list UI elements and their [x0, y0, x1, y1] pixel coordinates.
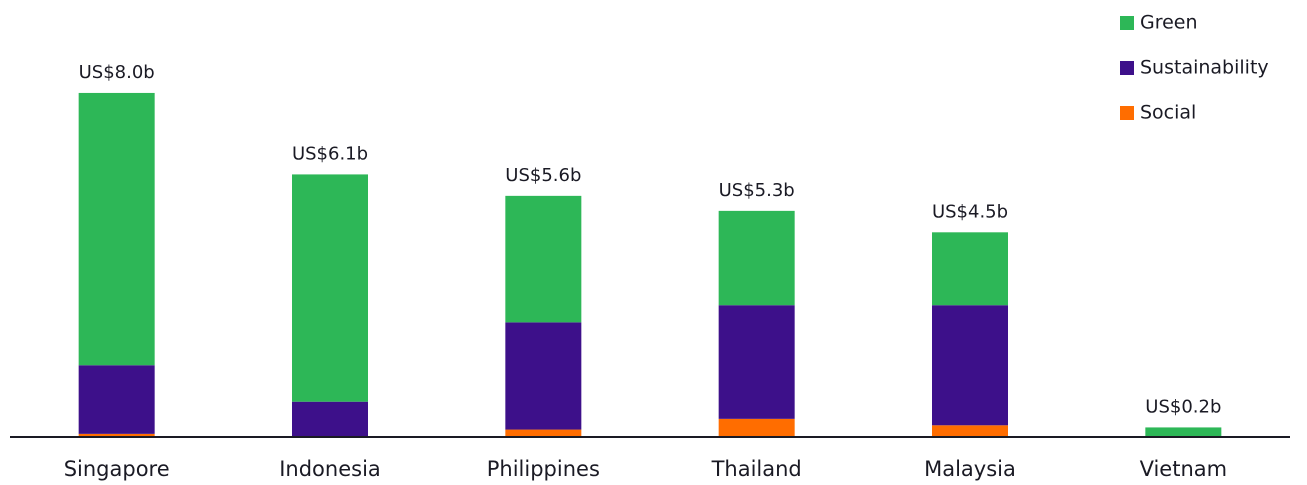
legend-label: Green — [1140, 12, 1198, 34]
bar-segment — [718, 418, 795, 436]
bar-segment — [718, 210, 795, 306]
legend-swatch — [1120, 106, 1134, 120]
legend-swatch — [1120, 16, 1134, 30]
x-tick-label: Philippines — [487, 457, 600, 481]
bar-segment — [78, 433, 155, 436]
bar-segment — [505, 429, 582, 436]
x-tick-label: Thailand — [711, 457, 802, 481]
total-label: US$5.6b — [505, 165, 581, 186]
bar-segment — [292, 174, 368, 402]
x-tick-label: Indonesia — [279, 457, 381, 481]
total-label: US$0.2b — [1145, 396, 1221, 417]
legend-swatch — [1120, 61, 1134, 75]
bar-segment — [78, 365, 155, 434]
x-tick-label: Singapore — [64, 457, 170, 481]
legend-label: Sustainability — [1140, 57, 1269, 79]
total-label: US$4.5b — [932, 201, 1008, 222]
bar-segment — [292, 401, 368, 436]
legend-label: Social — [1140, 102, 1196, 124]
bar-segment — [932, 232, 1008, 306]
bar-segment — [505, 322, 582, 430]
x-tick-label: Malaysia — [924, 457, 1016, 481]
bar-segment — [718, 305, 795, 419]
total-label: US$5.3b — [719, 180, 795, 201]
bar-segment — [505, 195, 582, 323]
bar-segment — [1145, 427, 1222, 436]
x-tick-label: Vietnam — [1140, 457, 1228, 481]
total-label: US$6.1b — [292, 143, 368, 164]
bar-segment — [78, 92, 155, 366]
total-label: US$8.0b — [79, 62, 155, 83]
bar-segment — [932, 305, 1008, 426]
bar-segment — [932, 425, 1008, 436]
